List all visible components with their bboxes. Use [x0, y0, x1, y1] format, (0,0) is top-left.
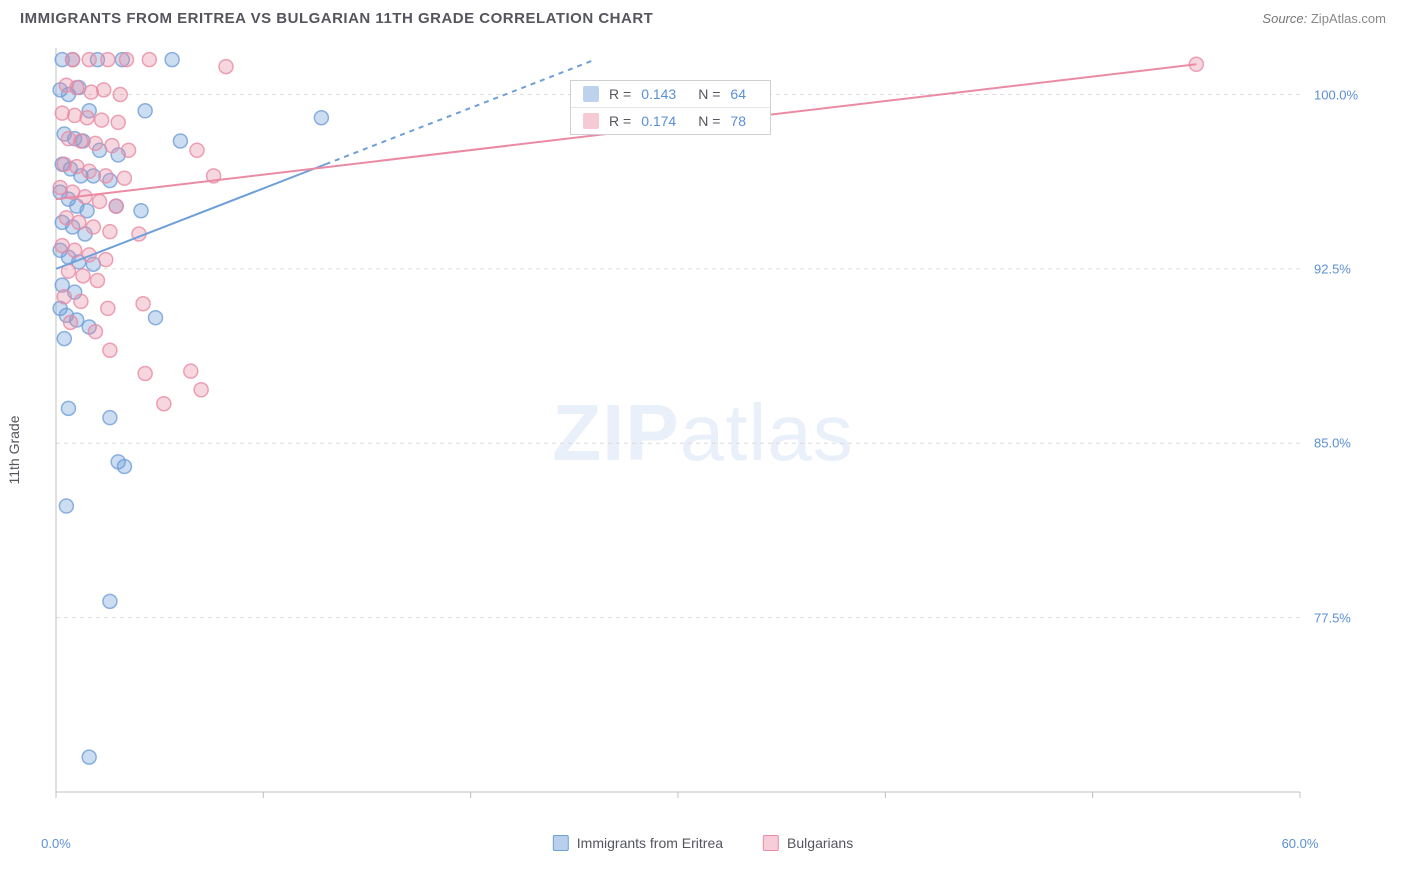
stats-swatch	[583, 86, 599, 102]
source-value: ZipAtlas.com	[1311, 11, 1386, 26]
stats-r-label: R =	[609, 86, 631, 102]
source-label: Source:	[1262, 11, 1307, 26]
y-tick-label: 85.0%	[1314, 436, 1351, 451]
x-tick-label: 60.0%	[1282, 836, 1319, 851]
legend-label: Bulgarians	[787, 835, 853, 851]
chart-area: 11th Grade ZIPatlas R =0.143N =64R =0.17…	[0, 35, 1406, 865]
stats-swatch	[583, 113, 599, 129]
bottom-legend: Immigrants from Eritrea Bulgarians	[553, 835, 853, 851]
chart-title: IMMIGRANTS FROM ERITREA VS BULGARIAN 11T…	[20, 10, 653, 27]
legend-item: Immigrants from Eritrea	[553, 835, 723, 851]
scatter-plot	[50, 40, 1370, 810]
y-axis-label: 11th Grade	[6, 415, 22, 484]
stats-legend-box: R = 0.143 N = 64 R = 0.174 N = 78	[570, 80, 771, 135]
y-tick-label: 100.0%	[1314, 87, 1358, 102]
legend-swatch	[763, 835, 779, 851]
stats-n-label: N =	[698, 86, 720, 102]
source: Source: ZipAtlas.com	[1262, 11, 1386, 26]
legend-label: Immigrants from Eritrea	[577, 835, 723, 851]
y-tick-label: 92.5%	[1314, 261, 1351, 276]
header: IMMIGRANTS FROM ERITREA VS BULGARIAN 11T…	[0, 0, 1406, 35]
y-tick-label: 77.5%	[1314, 610, 1351, 625]
stats-n-value: 78	[730, 113, 746, 129]
stats-r-label: R =	[609, 113, 631, 129]
stats-n-value: 64	[730, 86, 746, 102]
x-tick-label: 0.0%	[41, 836, 71, 851]
stats-row: R = 0.174 N = 78	[571, 108, 770, 134]
stats-row: R = 0.143 N = 64	[571, 81, 770, 108]
stats-r-value: 0.143	[641, 86, 676, 102]
legend-item: Bulgarians	[763, 835, 853, 851]
legend-swatch	[553, 835, 569, 851]
stats-r-value: 0.174	[641, 113, 676, 129]
stats-n-label: N =	[698, 113, 720, 129]
